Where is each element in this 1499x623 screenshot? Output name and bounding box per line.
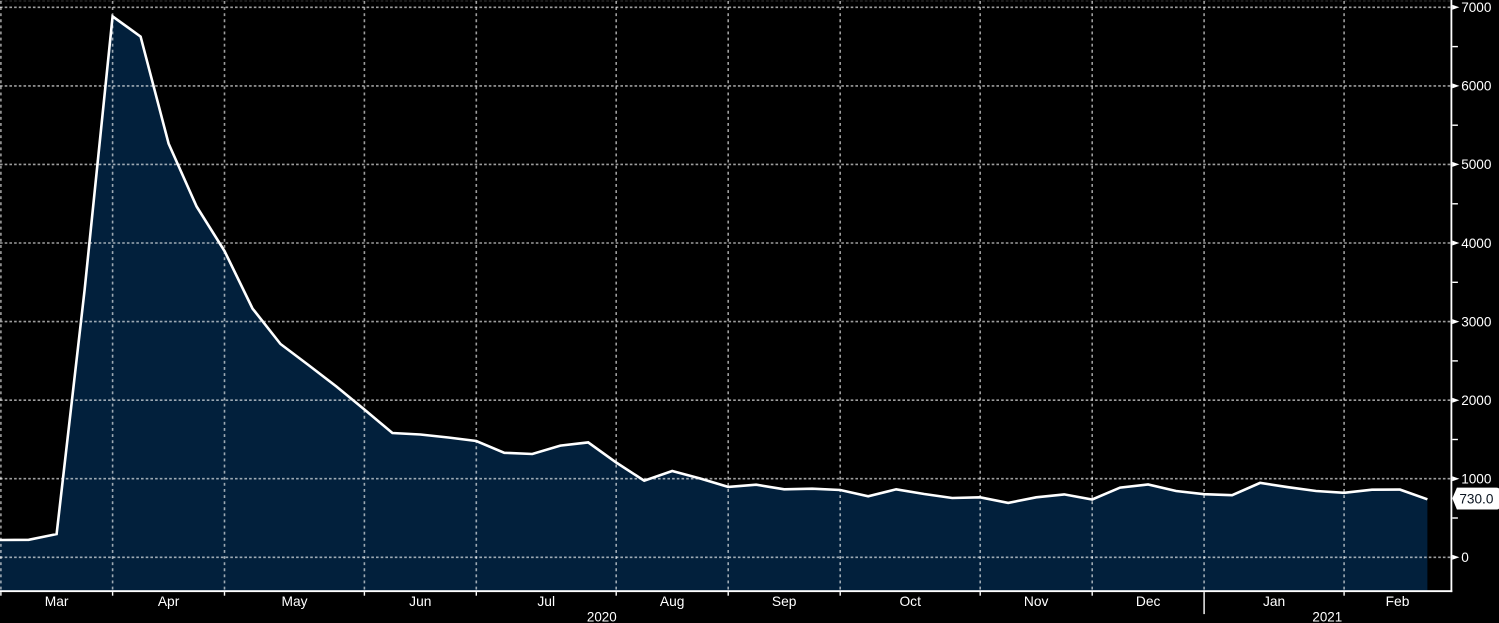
svg-text:Mar: Mar: [45, 594, 69, 609]
svg-text:2000: 2000: [1461, 393, 1492, 408]
svg-text:1000: 1000: [1461, 472, 1492, 487]
svg-text:Dec: Dec: [1136, 594, 1161, 609]
svg-text:6000: 6000: [1461, 79, 1492, 94]
svg-text:Feb: Feb: [1386, 594, 1410, 609]
svg-text:Nov: Nov: [1024, 594, 1049, 609]
svg-text:4000: 4000: [1461, 236, 1492, 251]
svg-text:Apr: Apr: [158, 594, 180, 609]
svg-text:Oct: Oct: [899, 594, 921, 609]
svg-text:May: May: [281, 594, 307, 609]
svg-text:5000: 5000: [1461, 157, 1492, 172]
svg-text:Jun: Jun: [409, 594, 431, 609]
svg-text:3000: 3000: [1461, 314, 1492, 329]
svg-text:2021: 2021: [1312, 609, 1342, 623]
svg-text:Jan: Jan: [1263, 594, 1285, 609]
svg-text:730.0: 730.0: [1459, 492, 1493, 507]
svg-text:2020: 2020: [587, 609, 617, 623]
svg-text:Sep: Sep: [772, 594, 797, 609]
svg-text:0: 0: [1461, 550, 1469, 565]
svg-text:Jul: Jul: [537, 594, 555, 609]
svg-text:7000: 7000: [1461, 0, 1492, 15]
svg-text:Aug: Aug: [660, 594, 685, 609]
